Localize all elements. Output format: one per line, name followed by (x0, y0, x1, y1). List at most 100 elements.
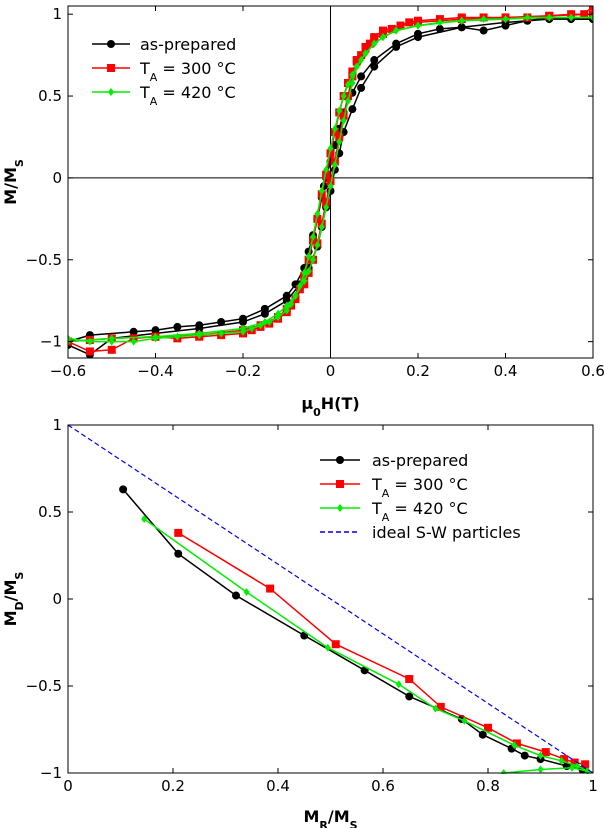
y-tick-label: 0 (52, 169, 62, 187)
data-point (393, 26, 400, 35)
panel-1: −0.6 −0.4 −0.2 0 0.2 0.4 0.6 −1 −0.5 0 0.5 1 μ0H(T) M… (1, 5, 605, 419)
data-point (541, 748, 550, 757)
y-tick-label: −0.5 (26, 251, 62, 269)
data-point (435, 24, 444, 33)
data-point (318, 187, 325, 196)
data-point (108, 334, 115, 343)
x-tick-label: 0.6 (581, 362, 605, 380)
data-point (345, 80, 351, 89)
data-point (283, 306, 290, 315)
legend-label: TA = 300 °C (371, 475, 468, 500)
data-point (292, 291, 299, 300)
data-point (590, 13, 593, 22)
data-point (239, 317, 247, 326)
data-point (336, 106, 343, 115)
data-point (331, 160, 338, 169)
legend-label: as-prepared (372, 451, 468, 470)
data-point (415, 21, 421, 30)
data-point (336, 137, 343, 146)
data-point (331, 640, 340, 649)
y-tick-label: 1 (52, 5, 62, 23)
data-point (546, 13, 553, 22)
series-line-4 (68, 425, 593, 774)
data-point (357, 83, 366, 92)
data-point (370, 33, 379, 42)
data-point (141, 514, 148, 523)
legend-label: ideal S-W particles (372, 523, 521, 542)
legend-marker (107, 64, 115, 72)
data-point (323, 203, 330, 212)
data-point (520, 751, 529, 760)
x-axis-label: μ0H(T) (301, 394, 359, 419)
data-point (414, 33, 422, 42)
legend-marker (108, 88, 114, 96)
data-point (461, 716, 468, 725)
data-point (560, 755, 569, 764)
data-point (589, 6, 593, 10)
data-point (314, 241, 321, 250)
data-point (331, 124, 338, 133)
data-point (310, 232, 316, 241)
data-point (395, 680, 402, 689)
data-point (362, 49, 369, 58)
data-point (353, 62, 360, 71)
data-point (327, 182, 334, 191)
y-tick-label: −1 (40, 333, 62, 351)
x-tick-label: 0.2 (406, 362, 430, 380)
y-tick-label: −0.5 (26, 677, 62, 695)
legend-marker (337, 504, 343, 512)
data-point (305, 252, 312, 261)
series-line-2 (177, 532, 586, 766)
data-point (217, 317, 226, 326)
legend-marker (336, 480, 344, 488)
data-point (173, 322, 182, 331)
series-line-3 (143, 518, 589, 774)
data-point (261, 317, 268, 326)
data-point (379, 26, 387, 35)
data-point (340, 116, 347, 125)
data-point (479, 26, 488, 35)
y-tick-label: −1 (40, 764, 62, 782)
data-point (484, 723, 492, 732)
data-point (324, 643, 331, 652)
data-point (361, 42, 370, 51)
data-point (85, 347, 94, 356)
data-point (345, 96, 351, 105)
legend-label: TA = 300 °C (139, 59, 236, 84)
data-point (502, 15, 509, 24)
data-point (340, 92, 347, 101)
y-tick-label: 0.5 (38, 87, 62, 105)
x-tick-label: 0.8 (476, 777, 500, 795)
data-point (436, 702, 445, 711)
data-point (318, 223, 325, 232)
data-point (243, 588, 250, 597)
data-point (349, 78, 356, 87)
data-point (512, 739, 521, 748)
data-point (296, 281, 303, 290)
x-tick-label: 0.6 (371, 777, 395, 795)
data-point (458, 16, 465, 25)
data-point (327, 144, 334, 153)
data-point (405, 692, 414, 701)
data-point (432, 704, 439, 713)
data-point (457, 23, 466, 32)
x-tick-label: 0 (326, 362, 336, 380)
data-point (436, 18, 443, 27)
x-tick-label: 0.2 (161, 777, 185, 795)
x-tick-label: −0.4 (137, 362, 173, 380)
data-point (357, 51, 366, 60)
x-tick-label: −0.2 (225, 362, 261, 380)
data-point (392, 42, 401, 51)
data-point (260, 309, 269, 318)
x-tick-label: 1 (588, 777, 598, 795)
data-point (570, 758, 579, 767)
data-point (335, 132, 344, 141)
data-point (232, 591, 240, 600)
data-point (480, 15, 487, 24)
data-point (323, 165, 330, 174)
data-point (365, 39, 374, 48)
data-point (129, 327, 138, 336)
data-point (152, 332, 159, 341)
data-point (357, 72, 366, 81)
